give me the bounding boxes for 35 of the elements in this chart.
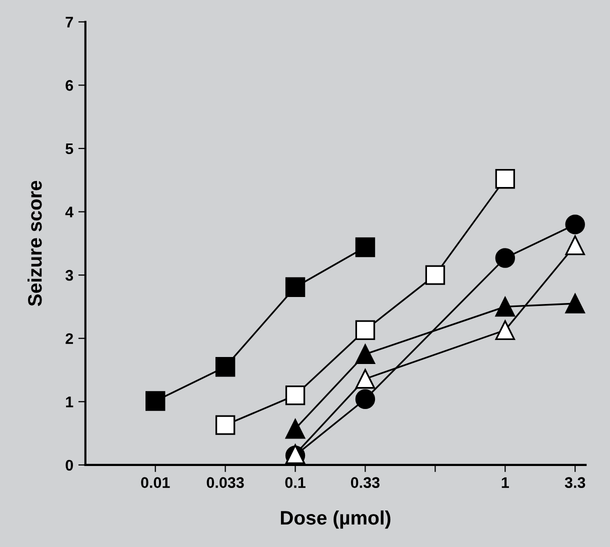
y-tick-label: 4 xyxy=(65,206,74,218)
point xyxy=(285,277,306,297)
point xyxy=(495,320,516,340)
point xyxy=(495,296,516,317)
x-tick-label: 0.33 xyxy=(350,477,380,488)
y-tick-label: 5 xyxy=(66,143,74,154)
y-tick-label: 3 xyxy=(65,270,74,281)
point xyxy=(565,294,585,314)
point xyxy=(495,248,516,268)
point xyxy=(145,391,166,411)
x-tick-label: 3.3 xyxy=(564,477,586,488)
y-axis-title: Seizure score xyxy=(28,180,42,306)
point xyxy=(495,168,516,189)
y-tick-label: 0 xyxy=(66,460,73,471)
point xyxy=(355,320,376,340)
y-tick-label: 7 xyxy=(66,16,73,28)
point xyxy=(355,237,376,258)
point xyxy=(215,415,236,435)
point xyxy=(565,235,585,256)
x-tick-label: 0.1 xyxy=(285,477,306,488)
y-tick-label: 1 xyxy=(66,396,74,408)
point xyxy=(425,265,446,285)
point xyxy=(355,389,376,409)
point xyxy=(355,369,376,389)
x-tick-label: 1 xyxy=(502,477,509,488)
point xyxy=(565,214,585,234)
point xyxy=(355,344,376,364)
point xyxy=(285,419,306,439)
y-tick-label: 2 xyxy=(66,333,73,344)
x-tick-label: 0.01 xyxy=(141,477,170,488)
point xyxy=(285,385,306,406)
x-tick-label: 0.033 xyxy=(206,477,244,488)
point xyxy=(215,356,236,377)
y-tick-label: 6 xyxy=(66,80,74,91)
x-axis-title: Dose (µmol) xyxy=(280,510,390,529)
